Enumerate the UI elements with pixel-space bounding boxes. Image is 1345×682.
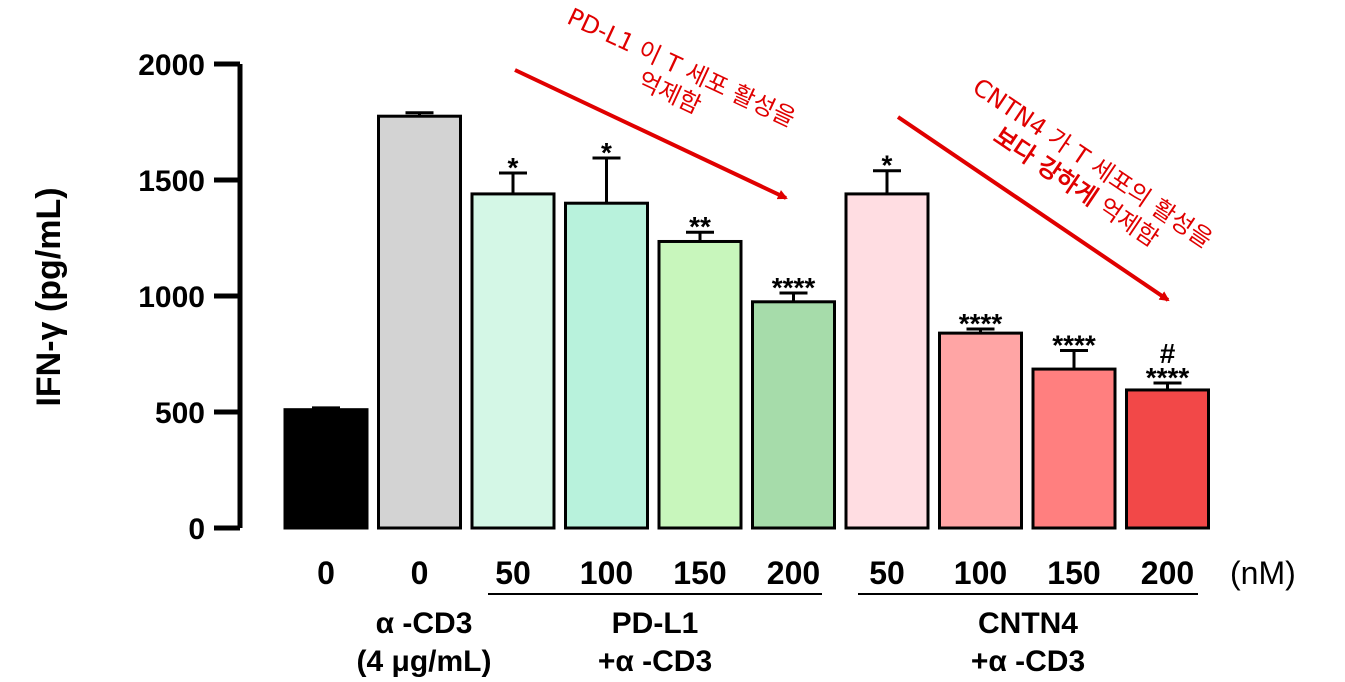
x-tick-label-6: 50 [869,555,905,591]
bar-1 [377,114,462,530]
x-tick-label-1: 0 [411,555,429,591]
group-label-cntn4-line1: CNTN4 [978,607,1078,640]
x-tick-label-9: 200 [1141,555,1194,591]
bar-5 [751,300,836,530]
group-label-pdl1-line2: +α -CD3 [598,645,712,678]
y-tick-1500: 1500 [138,165,240,198]
bar-8 [1031,367,1117,530]
y-tick-2000: 2000 [138,49,240,82]
y-tick-label: 500 [155,397,205,430]
bar-0 [283,408,369,530]
bar-2 [470,192,556,530]
significance-label-9: **** [1146,362,1190,393]
bar-9 [1125,388,1210,530]
significance-label-8: **** [1052,330,1096,361]
significance-label-6: * [882,150,893,181]
hash-label-9: # [1160,338,1176,369]
x-tick-label-3: 100 [580,555,633,591]
y-axis-label: IFN-γ (pg/mL) [30,187,68,406]
x-ticks-layer: 0 0 50 100 150 200 50 100 150 200 [317,555,1194,591]
x-unit-label: (nM) [1230,555,1296,591]
cntn4-annotation-line1: CNTN4 가 T 세포의 활성을 [968,73,1218,254]
y-tick-1000: 1000 [138,281,240,314]
pd-l1-annotation-arrow [514,68,788,200]
bar-7 [938,331,1023,530]
y-tick-label: 2000 [138,49,205,82]
x-tick-label-8: 150 [1047,555,1100,591]
cntn4-annotation-arrow [896,115,1170,302]
y-tick-0: 0 [188,513,240,546]
group-label-acd3-line1: α -CD3 [376,607,473,640]
y-tick-label: 1000 [138,281,205,314]
x-tick-label-2: 50 [495,555,531,591]
x-tick-label-0: 0 [317,555,335,591]
group-label-acd3-line2: (4 μg/mL) [356,645,491,678]
significance-label-2: * [508,152,519,183]
y-tick-500: 500 [155,397,240,430]
x-tick-label-5: 200 [767,555,820,591]
significance-label-5: **** [772,272,816,303]
group-label-cntn4-line2: +α -CD3 [971,645,1085,678]
significance-label-3: * [601,137,612,168]
significance-label-4: ** [689,211,711,242]
group-label-pdl1-line1: PD-L1 [612,607,699,640]
x-tick-label-7: 100 [954,555,1007,591]
y-tick-label: 1500 [138,165,205,198]
bars-layer: * ********************# [283,111,1210,530]
bar-4 [657,239,743,530]
bar-6 [844,192,930,530]
y-tick-label: 0 [188,513,205,546]
x-tick-label-4: 150 [673,555,726,591]
significance-label-7: **** [959,308,1003,339]
bar-3 [564,201,649,530]
